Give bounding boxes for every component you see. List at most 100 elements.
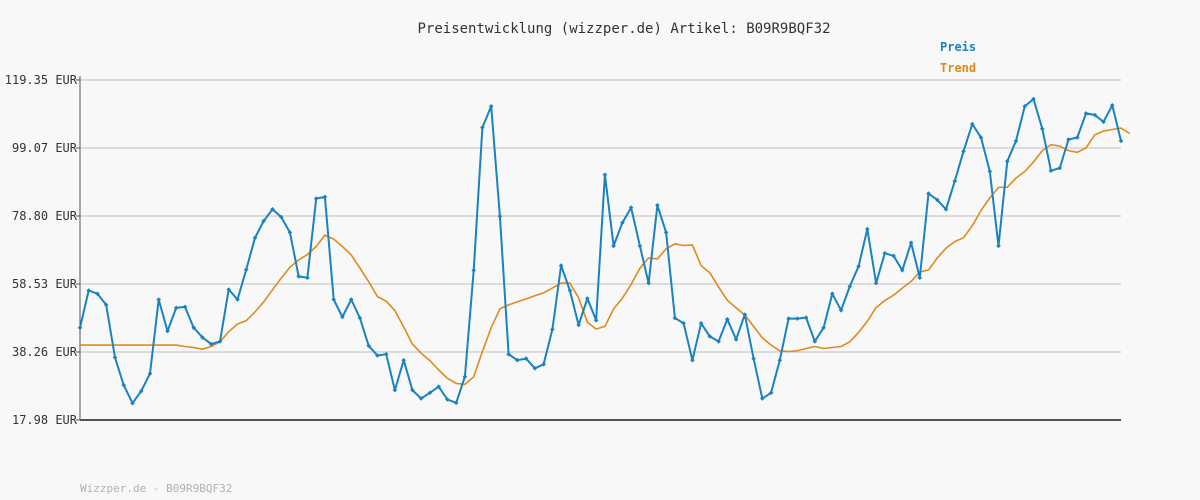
data-point-preis [672, 315, 678, 321]
data-point-preis [803, 315, 809, 320]
data-point-preis [996, 243, 1001, 249]
data-point-preis [681, 321, 686, 326]
data-point-preis [550, 327, 555, 332]
data-point-preis [86, 288, 91, 293]
data-point-preis [987, 169, 993, 174]
data-point-preis [541, 362, 546, 367]
data-point-preis [331, 297, 336, 302]
data-point-preis [138, 388, 144, 394]
data-point-preis [725, 317, 730, 322]
data-point-preis [488, 104, 494, 109]
data-point-preis [620, 220, 625, 225]
data-point-preis [340, 314, 345, 320]
axes [76, 76, 1121, 421]
data-point-preis [252, 235, 258, 241]
data-point-preis [812, 339, 818, 344]
data-point-preis [191, 325, 196, 330]
data-point-preis [418, 396, 424, 401]
data-point-preis [1005, 159, 1010, 164]
data-point-preis [375, 353, 380, 358]
data-point-preis [978, 135, 984, 140]
data-point-preis [786, 316, 791, 321]
data-point-preis [165, 328, 170, 334]
data-point-preis [401, 357, 406, 363]
data-point-preis [611, 243, 616, 249]
data-point-preis [655, 203, 660, 208]
data-point-preis [856, 264, 861, 269]
y-tick-label: 58.53 EUR [12, 277, 78, 291]
data-point-preis [1092, 112, 1098, 118]
data-point-preis [663, 230, 669, 235]
data-point-preis [261, 218, 266, 224]
series-line-trend [80, 127, 1131, 386]
data-point-preis [112, 355, 118, 360]
footer-watermark: Wizzper.de - B09R9BQF32 [80, 482, 232, 495]
data-point-preis [427, 390, 433, 396]
data-point-preis [795, 316, 800, 321]
data-point-preis [436, 384, 441, 389]
data-point-preis [628, 205, 634, 210]
data-point-preis [471, 268, 476, 273]
data-point-preis [970, 121, 975, 127]
data-point-preis [1066, 137, 1071, 142]
data-point-preis [1057, 165, 1063, 171]
data-point-preis [235, 297, 240, 302]
series-line-preis [79, 98, 1122, 405]
legend: Preis Trend [940, 40, 976, 75]
data-point-preis [865, 226, 870, 232]
legend-entry-trend: Trend [940, 61, 976, 75]
data-point-preis [523, 356, 529, 361]
data-point-preis [751, 356, 756, 361]
data-point-preis [1013, 138, 1019, 144]
data-point-preis [322, 194, 328, 200]
data-point-preis [130, 400, 135, 406]
y-tick-label: 119.35 EUR [5, 73, 78, 87]
data-point-preis [821, 325, 826, 330]
data-point-preis [217, 339, 223, 344]
chart-title: Preisentwicklung (wizzper.de) Artikel: B… [417, 21, 830, 37]
data-point-preis [121, 382, 126, 388]
data-point-preis [1040, 126, 1045, 132]
data-point-preis [1118, 138, 1124, 144]
y-tick-label: 99.07 EUR [12, 141, 78, 155]
legend-entry-preis: Preis [940, 40, 976, 54]
data-point-preis [103, 302, 109, 308]
data-point-preis [926, 191, 931, 196]
data-point-preis [200, 335, 205, 340]
data-point-preis [567, 288, 573, 293]
data-point-preis [1083, 111, 1089, 116]
data-point-preis [637, 243, 643, 249]
data-point-preis [558, 263, 564, 268]
data-point-preis [891, 253, 896, 259]
data-point-preis [847, 284, 853, 289]
data-point-preis [882, 250, 888, 256]
data-point-preis [77, 325, 83, 330]
data-point-preis [313, 196, 319, 201]
data-point-preis [1110, 103, 1115, 108]
data-point-preis [296, 274, 301, 279]
data-point-preis [287, 230, 293, 235]
data-point-preis [646, 280, 651, 286]
data-point-preis [480, 125, 485, 130]
data-point-preis [366, 343, 371, 349]
data-point-preis [392, 387, 398, 393]
data-point-preis [497, 214, 503, 219]
data-point-preis [1022, 104, 1028, 109]
data-point-preis [873, 280, 879, 286]
data-point-preis [1031, 96, 1036, 102]
data-point-preis [445, 397, 450, 402]
data-point-preis [935, 197, 940, 203]
data-point-preis [95, 291, 100, 297]
y-tick-label: 17.98 EUR [12, 413, 78, 427]
data-point-preis [742, 312, 748, 317]
series-layer [77, 96, 1131, 406]
data-point-preis [768, 390, 774, 396]
data-point-preis [698, 321, 704, 326]
data-point-preis [1048, 168, 1054, 173]
data-point-preis [270, 207, 275, 212]
data-point-preis [777, 357, 783, 363]
data-point-preis [147, 371, 153, 376]
data-point-preis [156, 297, 161, 302]
